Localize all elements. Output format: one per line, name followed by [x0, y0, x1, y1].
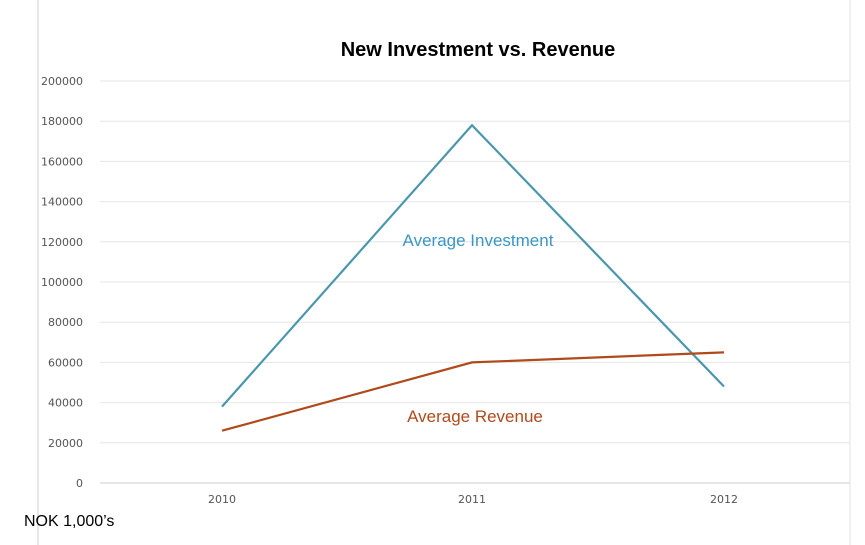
y-tick-label: 160000 — [41, 155, 83, 168]
unit-note: NOK 1,000’s — [24, 513, 114, 530]
y-tick-label: 100000 — [41, 276, 83, 289]
series-layer — [221, 123, 725, 432]
x-tick-label: 2012 — [710, 493, 738, 506]
y-tick-label: 120000 — [41, 236, 83, 249]
x-tick-label: 2011 — [458, 493, 486, 506]
y-tick-label: 40000 — [48, 397, 83, 410]
x-tick-labels: 2010 2011 2012 — [208, 493, 738, 506]
chart-title: New Investment vs. Revenue — [341, 39, 616, 61]
y-tick-label: 180000 — [41, 115, 83, 128]
y-tick-label: 140000 — [41, 196, 83, 209]
series-label-average-revenue: Average Revenue — [407, 407, 543, 426]
y-tick-label: 80000 — [48, 316, 83, 329]
series-label-average-investment: Average Investment — [403, 231, 554, 250]
series-line-average-investment — [221, 123, 725, 408]
y-tick-label: 200000 — [41, 75, 83, 88]
y-tick-label: 0 — [76, 477, 83, 490]
y-tick-labels: 0 20000 40000 60000 80000 100000 120000 140000 1… — [41, 75, 83, 490]
y-tick-label: 20000 — [48, 437, 83, 450]
x-tick-label: 2010 — [208, 493, 236, 506]
y-tick-label: 60000 — [48, 356, 83, 369]
